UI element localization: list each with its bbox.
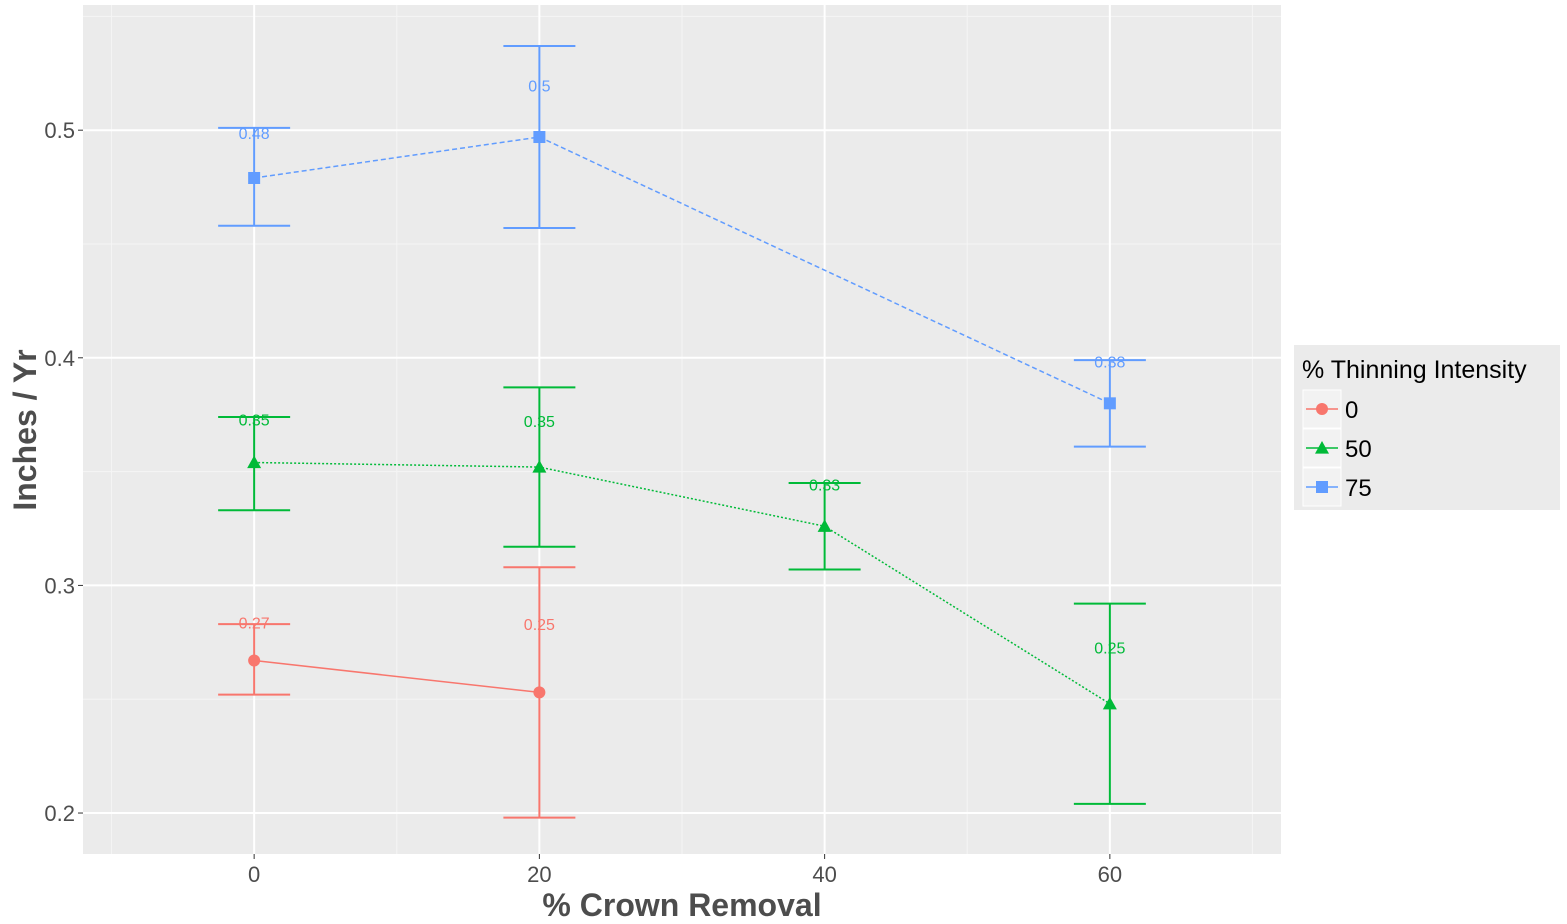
legend-item-50: 50	[1302, 428, 1372, 468]
data-label: 0.25	[524, 617, 555, 634]
series-line	[254, 461, 1111, 705]
series-0: 0.27 0.25	[218, 566, 576, 819]
data-point	[817, 519, 832, 532]
series-50: 0.35 0.35 0.33 0.25	[218, 386, 1146, 805]
data-point	[247, 455, 262, 469]
legend-label: 50	[1345, 436, 1372, 463]
data-label: 0.38	[1094, 355, 1125, 372]
series-layer: 0.27 0.25 0.35 0.35 0.33 0.25 0.48 0.5 0.38	[218, 44, 1146, 819]
legend-key-marker	[1315, 441, 1329, 454]
legend-item-0: 0	[1302, 389, 1358, 429]
data-point	[533, 131, 546, 144]
data-label: 0.33	[809, 478, 840, 495]
data-point	[1103, 397, 1116, 410]
legend-title: % Thinning Intensity	[1302, 356, 1527, 384]
data-label: 0.27	[239, 615, 270, 632]
x-axis: 0 20 40 60	[248, 854, 1122, 887]
data-point	[248, 171, 261, 184]
data-label: 0.25	[1094, 641, 1125, 658]
legend-item-75: 75	[1302, 467, 1372, 507]
grid-minor	[83, 5, 1281, 854]
data-label: 0.35	[239, 413, 270, 430]
data-point	[533, 686, 546, 699]
x-tick-label: 20	[527, 862, 551, 887]
y-tick-label: 0.5	[44, 118, 75, 143]
data-point	[248, 654, 261, 667]
y-axis-title: Inches / Yr	[7, 349, 43, 510]
data-label: 0.35	[524, 414, 555, 431]
legend-label: 75	[1345, 475, 1372, 502]
legend-key-marker	[1316, 403, 1328, 415]
legend-items: 0 50 75	[1302, 389, 1372, 507]
y-tick-label: 0.2	[44, 801, 75, 826]
y-axis: 0.2 0.3 0.4 0.5	[44, 118, 83, 826]
x-axis-title: % Crown Removal	[542, 887, 821, 923]
data-label: 0.5	[528, 78, 550, 95]
data-point	[1102, 696, 1117, 710]
legend: % Thinning Intensity 0 50 75	[1294, 345, 1560, 510]
legend-label: 0	[1345, 397, 1358, 424]
y-tick-label: 0.3	[44, 573, 75, 598]
data-label: 0.48	[239, 126, 270, 143]
x-tick-label: 60	[1098, 862, 1122, 887]
series-75: 0.48 0.5 0.38	[218, 44, 1146, 448]
x-tick-label: 0	[248, 862, 260, 887]
data-point	[532, 460, 547, 473]
x-tick-label: 40	[812, 862, 836, 887]
legend-key-marker	[1316, 481, 1328, 493]
y-tick-label: 0.4	[44, 346, 75, 371]
series-line	[254, 659, 540, 694]
